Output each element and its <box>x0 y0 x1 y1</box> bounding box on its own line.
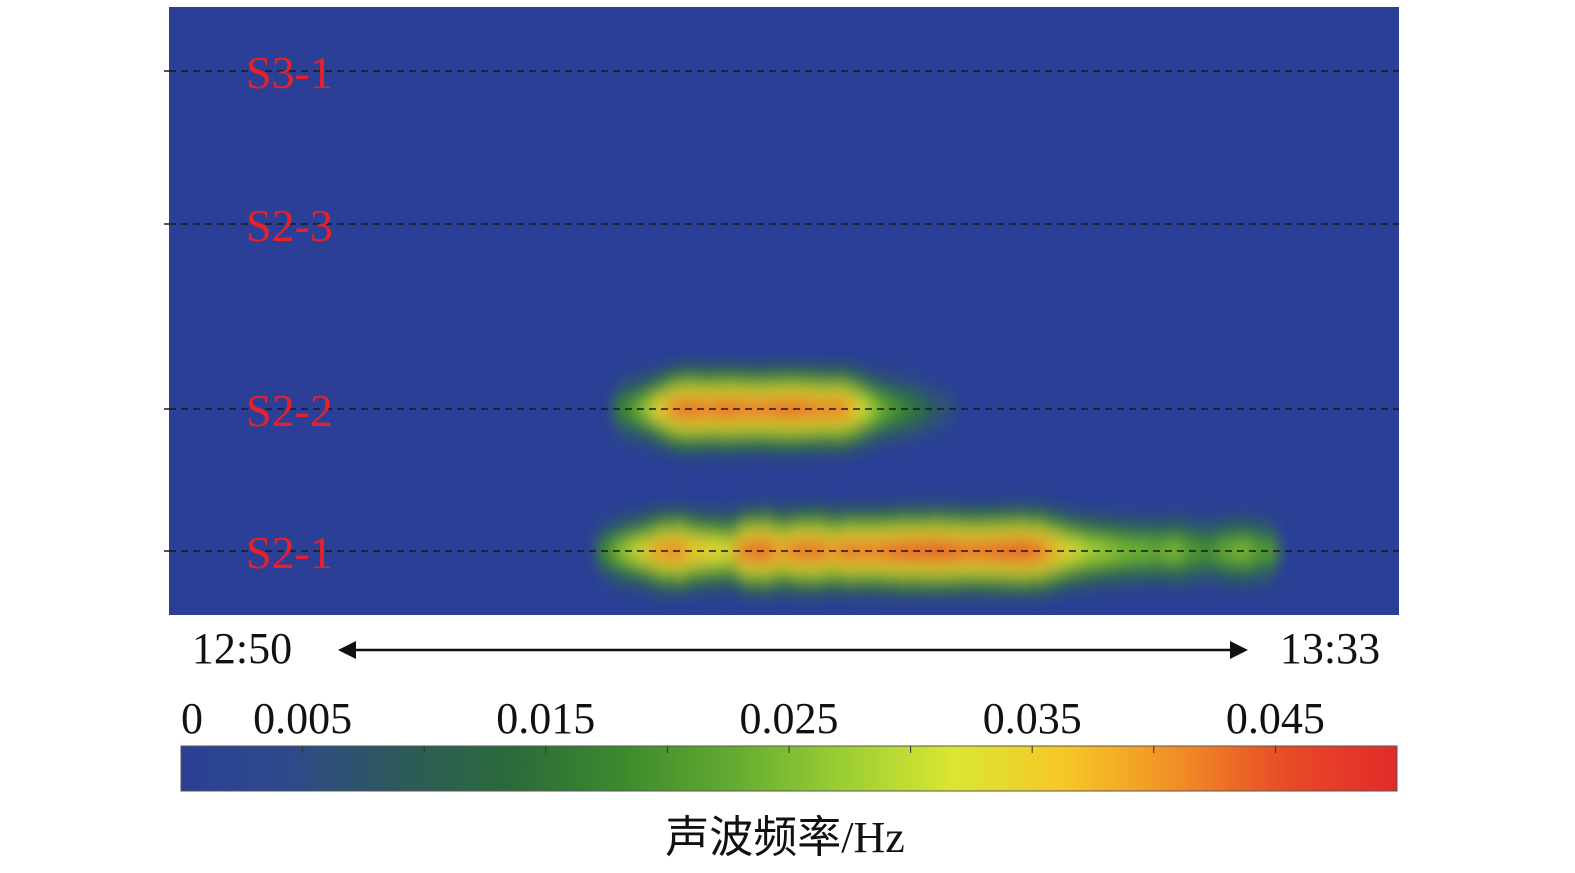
colorbar-tick-label: 0.015 <box>496 694 595 743</box>
row-reference-lines <box>164 70 1399 552</box>
row-label-s3-1: S3-1 <box>246 47 333 98</box>
colorbar-tick-labels: 0 0.005 0.015 0.025 0.035 0.045 <box>181 694 1325 743</box>
colorbar-tick-label: 0.025 <box>740 694 839 743</box>
row-label-s2-3: S2-3 <box>246 200 333 251</box>
time-end-label: 13:33 <box>1280 624 1380 673</box>
colorbar-minor-ticks <box>302 746 1276 753</box>
time-range-arrow <box>338 641 1248 659</box>
colorbar-tick-label: 0.035 <box>983 694 1082 743</box>
row-label-s2-2: S2-2 <box>246 385 333 436</box>
colorbar-tick-label: 0.045 <box>1226 694 1325 743</box>
row-labels: S3-1 S2-3 S2-2 S2-1 <box>246 47 333 578</box>
colorbar-tick-label: 0 <box>181 694 203 743</box>
row-label-s2-1: S2-1 <box>246 527 333 578</box>
time-start-label: 12:50 <box>192 624 292 673</box>
colorbar-label: 声波频率/Hz <box>665 813 905 862</box>
colorbar-tick-label: 0.005 <box>253 694 352 743</box>
colorbar <box>180 745 1398 792</box>
